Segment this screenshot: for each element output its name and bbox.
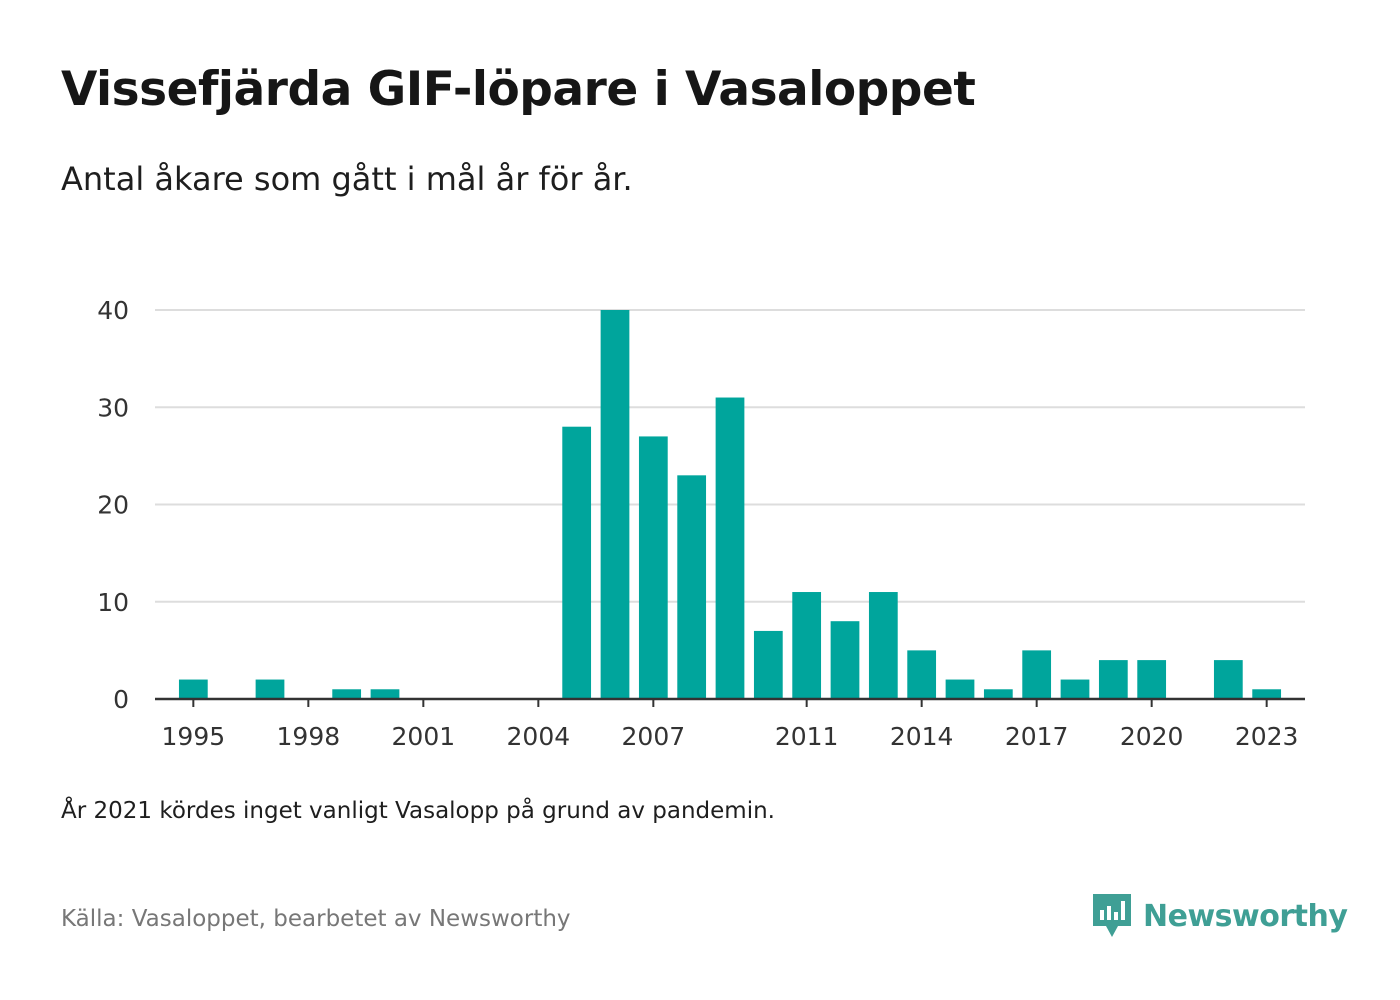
bar-2006 — [600, 310, 630, 699]
bar-1999 — [332, 689, 362, 699]
bar-2005 — [562, 426, 592, 699]
bar-2012 — [830, 621, 860, 699]
x-tick-label: 2020 — [1120, 722, 1184, 751]
bar-2018 — [1060, 679, 1090, 699]
x-tick-label: 2004 — [507, 722, 571, 751]
bar-2020 — [1137, 660, 1167, 699]
x-tick-label: 1995 — [162, 722, 226, 751]
x-tick-label: 2007 — [622, 722, 686, 751]
x-tick-label: 2017 — [1005, 722, 1069, 751]
bar-chart: 0 10 20 30 40 1995 1998 2001 2004 2007 2011 2014 20… — [97, 296, 1305, 751]
bar-2023 — [1252, 689, 1282, 699]
bar-2015 — [945, 679, 975, 699]
chart-note: År 2021 kördes inget vanligt Vasalopp på… — [61, 798, 775, 824]
bar-1997 — [255, 679, 285, 699]
bar-2008 — [677, 475, 707, 699]
bar-2007 — [638, 436, 668, 699]
y-tick-label: 30 — [97, 393, 129, 422]
x-tick-label: 2014 — [890, 722, 954, 751]
bar-2016 — [983, 689, 1013, 699]
chart-subtitle: Antal åkare som gått i mål år för år. — [61, 160, 633, 198]
y-axis-labels: 0 10 20 30 40 — [97, 296, 129, 714]
bar-2017 — [1022, 650, 1052, 699]
x-tick-label: 2023 — [1235, 722, 1299, 751]
bar-2011 — [792, 592, 822, 699]
y-tick-label: 40 — [97, 296, 129, 325]
brand-name: Newsworthy — [1143, 898, 1348, 934]
x-tick-label: 1998 — [277, 722, 341, 751]
bar-1995 — [178, 679, 208, 699]
x-tick-label: 2001 — [392, 722, 456, 751]
bar-2010 — [753, 630, 783, 699]
bar-2000 — [370, 689, 400, 699]
bar-2019 — [1098, 660, 1128, 699]
y-tick-label: 10 — [97, 588, 129, 617]
bar-2009 — [715, 397, 745, 699]
bars — [178, 310, 1282, 699]
chart-title: Vissefjärda GIF-löpare i Vasaloppet — [61, 62, 976, 117]
x-axis — [155, 697, 1305, 707]
y-tick-label: 0 — [113, 685, 129, 714]
x-tick-label: 2011 — [775, 722, 839, 751]
bar-2014 — [907, 650, 937, 699]
bar-2022 — [1213, 660, 1243, 699]
bar-2013 — [868, 592, 898, 699]
newsworthy-logo-icon — [1093, 894, 1131, 937]
newsworthy-logo: Newsworthy — [1091, 892, 1348, 940]
y-tick-label: 20 — [97, 491, 129, 520]
source-text: Källa: Vasaloppet, bearbetet av Newswort… — [61, 906, 571, 932]
x-axis-labels: 1995 1998 2001 2004 2007 2011 2014 2017 2020 2023 — [162, 722, 1299, 751]
